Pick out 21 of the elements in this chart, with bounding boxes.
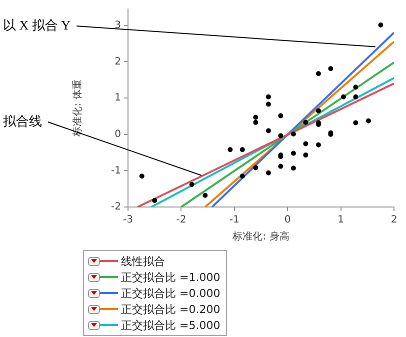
legend-label: 正交拟合比 =0.000	[121, 286, 220, 300]
annotation: 以 X 拟合 Y	[3, 17, 72, 32]
x-axis-title: 标准化: 身高	[232, 230, 290, 243]
y-tick-label: 2	[114, 56, 121, 68]
legend-label: 正交拟合比 =5.000	[121, 318, 220, 332]
y-tick-label: 0	[114, 128, 121, 140]
legend-label: 正交拟合比 =0.200	[121, 302, 220, 316]
legend-label: 正交拟合比 =1.000	[121, 270, 220, 284]
x-tick-label: -3	[123, 214, 133, 226]
y-tick-label: -1	[111, 165, 121, 176]
y-tick-label: -2	[111, 202, 121, 213]
annotation: 拟合线	[3, 114, 42, 130]
legend-label: 线性拟合	[121, 254, 165, 268]
x-tick-label: 2	[390, 214, 398, 226]
y-axis-title: 标准化: 体重	[72, 80, 84, 138]
y-tick-label: 3	[114, 20, 121, 31]
x-tick-label: -2	[176, 214, 186, 226]
x-tick-label: -1	[229, 214, 240, 226]
x-tick-label: 0	[284, 214, 291, 226]
y-tick-label: 1	[114, 92, 121, 104]
x-tick-label: 1	[338, 214, 344, 226]
